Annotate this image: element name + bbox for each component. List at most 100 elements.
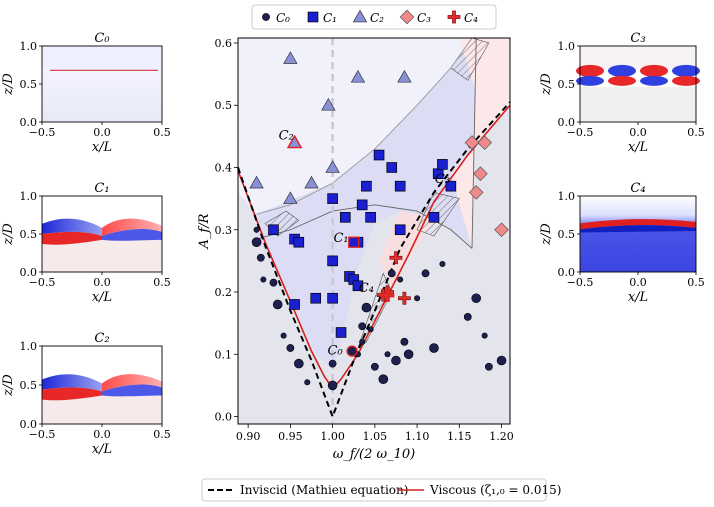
- point-circle-18: [384, 351, 391, 358]
- point-square-4: [310, 292, 322, 304]
- inset-lobe-top: [672, 64, 700, 77]
- inset-y-tick-label: 0.0: [558, 116, 576, 129]
- legend-top-label-2: C₂: [370, 11, 384, 25]
- point-circle-16: [370, 362, 379, 371]
- x-tick-label: 0.95: [278, 430, 303, 443]
- inset-lobe-bottom: [672, 75, 700, 86]
- inset-title: C₁: [94, 181, 109, 196]
- point-circle-21: [397, 276, 404, 283]
- point-circle-22: [400, 337, 409, 346]
- point-square-23: [445, 180, 457, 192]
- legend-top-marker-0: [262, 13, 270, 21]
- y-tick-label: 0.6: [215, 37, 233, 50]
- inset-x-tick-label: 0.5: [153, 126, 171, 139]
- point-circle-19: [387, 269, 396, 278]
- point-triangle-7: [397, 69, 412, 83]
- inset-wave-blue-right: [102, 384, 162, 397]
- inset-y-tick-label: 0.5: [558, 78, 576, 91]
- region-C2: [238, 38, 472, 215]
- point-circle-32: [496, 355, 507, 366]
- inset-y-tick-label: 0.0: [558, 266, 576, 279]
- inset-y-tick-label: 0.5: [20, 379, 38, 392]
- highlight-point-2: [346, 345, 358, 357]
- inset-y-tick-label: 1.0: [558, 190, 576, 203]
- inset-x-tick-label: −0.5: [29, 276, 56, 289]
- legend-top-label-0: C₀: [276, 11, 290, 25]
- inset-y-label: z/D: [1, 73, 16, 96]
- point-square-7: [327, 292, 338, 304]
- point-plus-2: [398, 291, 411, 305]
- inset-wave-blue-left: [42, 374, 102, 392]
- point-circle-27: [439, 260, 446, 267]
- point-diamond-1: [473, 166, 488, 182]
- point-square-3: [289, 299, 300, 310]
- x-tick-label: 0.90: [236, 430, 261, 443]
- inset-1: C₁−0.5 0.0 0.50.00.51.0x/Lz/D: [1, 181, 171, 305]
- inset-x-label: x/L: [628, 290, 648, 305]
- legend-bottom-frame: [201, 478, 547, 502]
- inset-2: C₂−0.5 0.0 0.50.00.51.0x/Lz/D: [1, 331, 171, 457]
- x-axis-label: ω_f/(2 ω_10): [333, 447, 415, 462]
- inset-y-tick-label: 0.5: [558, 228, 576, 241]
- inset-fill: [580, 196, 696, 272]
- boundary-C1: [256, 204, 473, 249]
- inset-y-tick-label: 0.5: [20, 228, 38, 241]
- inset-title: C₃: [630, 31, 645, 46]
- boundary-C2: [256, 37, 473, 215]
- x-tick-label: 1.15: [447, 430, 472, 443]
- inset-4: C₄−0.5 0.0 0.50.00.51.0x/Lz/D: [539, 181, 705, 305]
- point-square-0: [268, 224, 279, 236]
- inset-fill-lower: [42, 70, 162, 122]
- point-square-8: [335, 327, 347, 338]
- point-circle-0: [253, 226, 260, 233]
- inset-y-label: z/D: [1, 374, 16, 397]
- point-circle-17: [378, 374, 389, 384]
- inset-dark-band: [580, 225, 696, 233]
- point-circle-9: [304, 379, 311, 386]
- point-square-17: [386, 162, 398, 173]
- point-circle-29: [471, 293, 482, 304]
- inset-title: C₂: [94, 331, 109, 346]
- point-square-6: [327, 255, 338, 267]
- region-label-3: C₃: [435, 172, 450, 187]
- region-label-4: C₀: [328, 343, 344, 358]
- insets: C₀−0.5 0.0 0.50.00.51.0x/Lz/DC₁−0.5 0.0 0.50…: [1, 31, 705, 457]
- point-square-20: [428, 212, 440, 223]
- inset-y-tick-label: 1.0: [20, 40, 38, 53]
- point-circle-25: [421, 269, 430, 278]
- point-circle-6: [280, 332, 287, 339]
- inset-x-tick-label: 0.0: [93, 428, 111, 441]
- y-tick-label: 0.0: [215, 411, 233, 424]
- inset-x-tick-label: 0.5: [687, 126, 705, 139]
- inset-x-label: x/L: [92, 442, 112, 457]
- inset-x-label: x/L: [92, 140, 112, 155]
- point-diamond-0: [477, 135, 492, 150]
- inset-y-label: z/D: [539, 223, 554, 246]
- inset-x-tick-label: 0.5: [687, 276, 705, 289]
- region-label-0: C₂: [279, 128, 294, 143]
- inset-lobe-top: [608, 64, 636, 77]
- point-plus-0: [389, 251, 403, 265]
- inset-y-tick-label: 1.0: [20, 190, 38, 203]
- point-circle-28: [463, 313, 472, 321]
- x-tick-label: 1.05: [363, 430, 388, 443]
- inset-y-label: z/D: [1, 223, 16, 246]
- point-circle-3: [260, 276, 267, 283]
- region-labels: C₂ C₁ C₄ C₃ C₀: [279, 128, 450, 358]
- x-ticks: 0.90 0.95 1.00 1.05 1.10 1.15 1.20: [236, 424, 514, 443]
- inset-lobe-top: [576, 64, 604, 77]
- point-circle-20: [391, 355, 401, 366]
- inset-y-tick-label: 0.0: [20, 116, 38, 129]
- point-circle-26: [429, 343, 439, 353]
- points: [249, 51, 509, 391]
- inset-fill-top: [580, 46, 696, 69]
- point-circle-31: [484, 362, 493, 371]
- inset-wave-red-left: [42, 387, 102, 401]
- y-tick-label: 0.1: [215, 348, 233, 361]
- inset-y-tick-label: 0.0: [20, 266, 38, 279]
- point-circle-5: [272, 299, 283, 310]
- point-triangle-3: [283, 191, 298, 204]
- inset-y-label: z/D: [539, 73, 554, 96]
